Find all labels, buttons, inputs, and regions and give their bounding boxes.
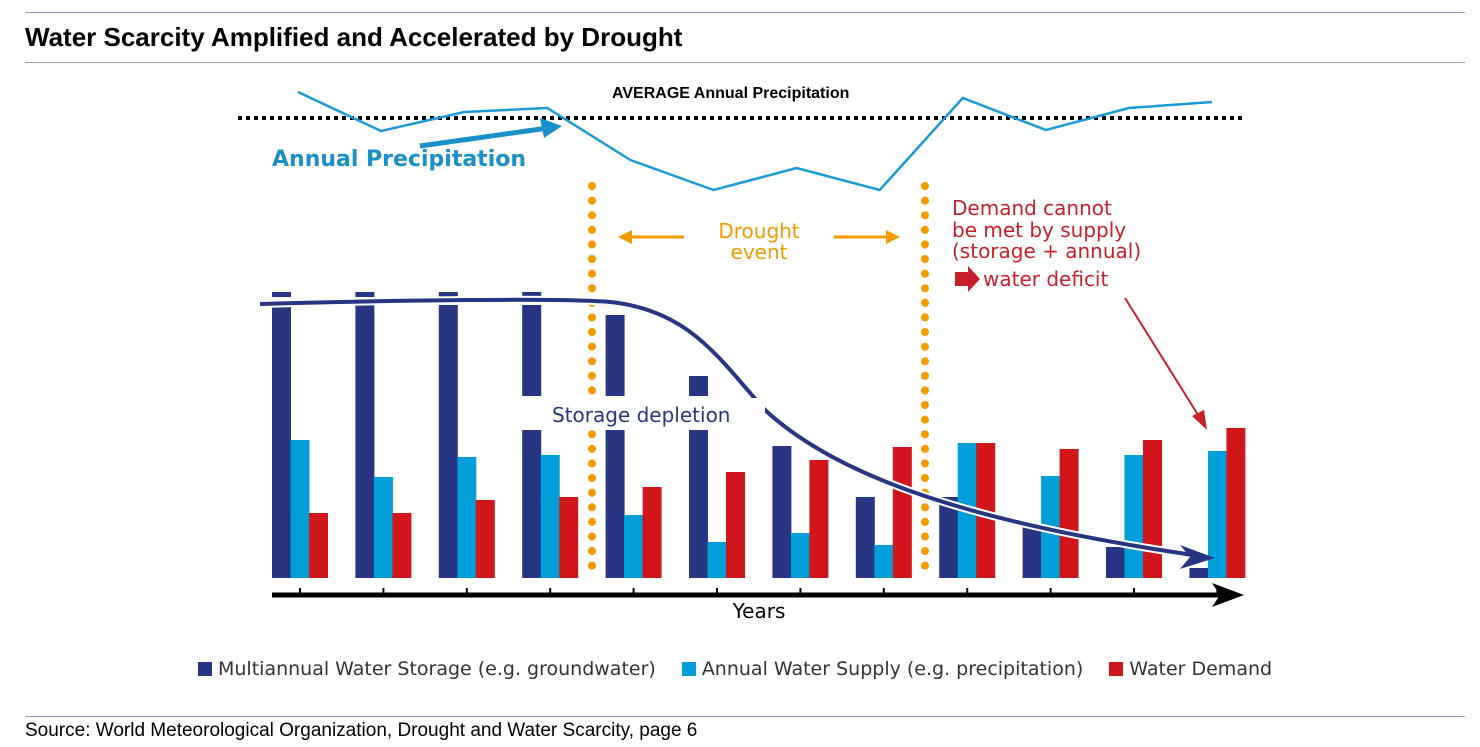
legend: Multiannual Water Storage (e.g. groundwa… bbox=[198, 658, 1272, 680]
demand-bar bbox=[809, 460, 829, 578]
demand-bar bbox=[892, 447, 912, 578]
annual-precip-label: Annual Precipitation bbox=[272, 147, 526, 172]
demand-bar bbox=[642, 487, 662, 578]
legend-item-storage: Multiannual Water Storage (e.g. groundwa… bbox=[198, 658, 656, 680]
storage-bar bbox=[272, 292, 291, 578]
demand-bar bbox=[392, 513, 412, 578]
supply-bar bbox=[707, 542, 727, 578]
storage-bar bbox=[939, 497, 959, 578]
storage-bar bbox=[605, 315, 625, 578]
x-axis-label: Years bbox=[732, 599, 786, 623]
storage-bar bbox=[438, 292, 458, 578]
legend-item-demand: Water Demand bbox=[1109, 658, 1272, 680]
storage-bar bbox=[855, 497, 875, 578]
demand-bar bbox=[726, 472, 745, 578]
average-precip-label: AVERAGE Annual Precipitation bbox=[612, 85, 849, 102]
precip-arrow bbox=[419, 125, 549, 149]
deficit-line-4: water deficit bbox=[983, 267, 1108, 291]
precip-arrow-head bbox=[540, 118, 562, 138]
demand-bar bbox=[1143, 440, 1162, 578]
x-axis-arrow-head bbox=[1212, 583, 1244, 607]
supply-bar bbox=[540, 455, 560, 578]
legend-item-supply: Annual Water Supply (e.g. precipitation) bbox=[681, 658, 1083, 680]
deficit-arrow-icon bbox=[955, 266, 980, 292]
drought-label-2: event bbox=[731, 240, 788, 264]
storage-arrow-head bbox=[1180, 545, 1215, 569]
storage-bar bbox=[1106, 547, 1125, 578]
storage-bar bbox=[772, 446, 792, 578]
supply-bar bbox=[457, 457, 477, 578]
supply-bar bbox=[1124, 455, 1144, 578]
storage-bar bbox=[1189, 568, 1209, 578]
demand-bar bbox=[1226, 428, 1246, 578]
storage-bar bbox=[1022, 525, 1042, 578]
supply-bar bbox=[290, 440, 310, 578]
supply-bar bbox=[790, 533, 810, 578]
precip-line bbox=[297, 90, 1213, 192]
source-note: Source: World Meteorological Organizatio… bbox=[25, 720, 698, 741]
supply-bar bbox=[373, 477, 393, 578]
storage-depletion-label: Storage depletion bbox=[552, 403, 730, 427]
demand-bar bbox=[475, 500, 495, 578]
drought-arrow-left-head bbox=[618, 230, 632, 244]
deficit-line-3: (storage + annual) bbox=[952, 239, 1141, 263]
supply-bar bbox=[624, 515, 644, 578]
deficit-pointer bbox=[1124, 297, 1201, 419]
demand-bar bbox=[309, 513, 328, 578]
chart: AVERAGE Annual Precipitation Annual Prec… bbox=[238, 85, 1246, 623]
drought-arrow-right-head bbox=[886, 230, 900, 244]
deficit-line-1: Demand cannot bbox=[952, 196, 1112, 220]
deficit-line-2: be met by supply bbox=[952, 218, 1126, 242]
supply-bar bbox=[1207, 451, 1227, 578]
storage-bar bbox=[355, 292, 375, 578]
demand-bar bbox=[1059, 449, 1079, 578]
drought-label-1: Drought bbox=[718, 219, 799, 243]
supply-bar bbox=[874, 545, 894, 578]
storage-bar bbox=[522, 292, 542, 578]
demand-bar bbox=[559, 497, 579, 578]
page-title: Water Scarcity Amplified and Accelerated… bbox=[25, 22, 683, 52]
